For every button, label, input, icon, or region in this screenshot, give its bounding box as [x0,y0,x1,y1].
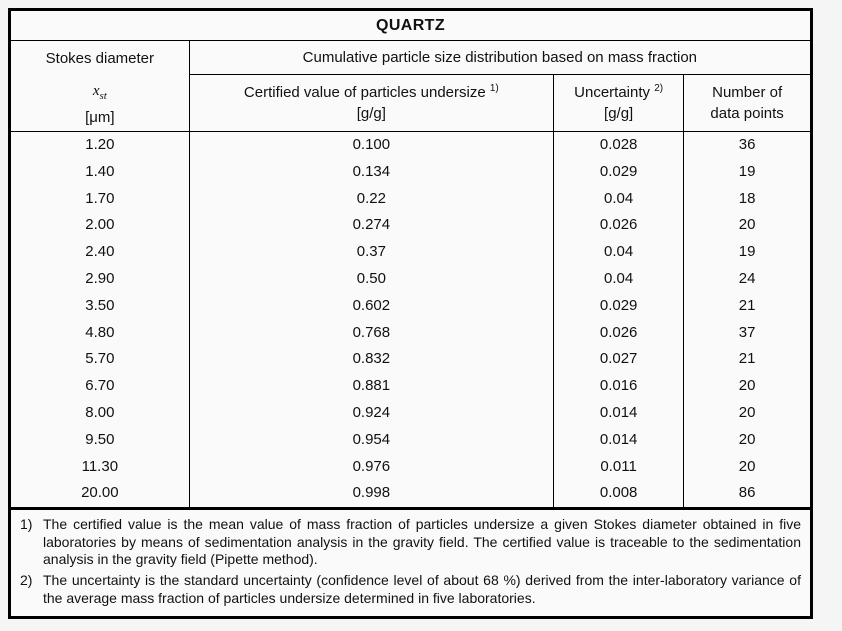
stokes-diameter-value: 4.80 [11,319,190,347]
stokes-diameter-value: 2.90 [11,265,190,293]
uncertainty-value: 0.011 [553,453,685,481]
stokes-diameter-value: 2.40 [11,239,190,266]
table-title: QUARTZ [11,11,810,41]
footnote-1: 1) The certified value is the mean value… [18,516,801,568]
table-row: 1.70 0.22 0.04 18 [11,185,810,213]
footnote-1-text: The certified value is the mean value of… [43,516,801,567]
uncertainty-value: 0.028 [553,131,685,159]
certified-value: 0.976 [188,453,555,481]
certified-value-header: Certified value of particles undersize 1… [189,74,555,132]
data-points-value: 24 [683,265,810,293]
data-points-value: 21 [683,292,810,320]
stokes-diameter-value: 11.30 [11,453,190,481]
table-row: 9.50 0.954 0.014 20 [11,426,810,454]
data-points-header: Number of data points [683,74,810,132]
stokes-diameter-label: Stokes diameter [45,50,155,67]
stokes-diameter-value: 6.70 [11,373,190,400]
certified-value: 0.50 [188,265,555,293]
group-header: Cumulative particle size distribution ba… [188,40,810,75]
data-points-value: 86 [683,480,810,508]
footnote-1-marker: 1) [20,516,33,533]
table-row: 20.00 0.998 0.008 86 [11,480,810,508]
table-row: 2.00 0.274 0.026 20 [11,212,810,240]
table-row: 8.00 0.924 0.014 20 [11,399,810,427]
certified-value: 0.954 [188,426,555,454]
stokes-diameter-value: 1.20 [11,131,190,159]
certified-value: 0.134 [188,158,555,186]
uncertainty-value: 0.04 [553,265,685,293]
uncertainty-value: 0.026 [553,212,685,240]
uncertainty-value: 0.008 [553,480,685,508]
table-row: 2.40 0.37 0.04 19 [11,239,810,266]
uncertainty-value: 0.029 [553,158,685,186]
stokes-diameter-header-cell: Stokes diameter xst [μm] [11,40,190,132]
stokes-diameter-value: 3.50 [11,292,190,320]
footnote-2-text: The uncertainty is the standard uncertai… [43,572,801,606]
stokes-diameter-value: 1.70 [11,185,190,213]
table-row: 1.40 0.134 0.029 19 [11,158,810,186]
footnote-2-marker: 2) [20,572,33,589]
table-row: 4.80 0.768 0.026 37 [11,319,810,347]
data-points-value: 20 [683,453,810,481]
quartz-certificate-table: QUARTZ Stokes diameter xst [μm] Cumulati… [8,8,813,620]
certified-value: 0.602 [188,292,555,320]
data-points-value: 36 [683,131,810,159]
certified-value: 0.37 [188,239,555,266]
footnote-2: 2) The uncertainty is the standard uncer… [18,572,801,607]
table-row: 1.20 0.100 0.028 36 [11,131,810,159]
certified-value: 0.998 [188,480,555,508]
certified-value: 0.924 [188,399,555,427]
uncertainty-value: 0.014 [553,426,685,454]
stokes-diameter-value: 8.00 [11,399,190,427]
stokes-diameter-value: 2.00 [11,212,190,240]
uncertainty-value: 0.026 [553,319,685,347]
certified-value-unit: [g/g] [356,105,386,122]
uncertainty-value: 0.027 [553,346,685,374]
certified-value: 0.22 [188,185,555,213]
stokes-diameter-value: 1.40 [11,158,190,186]
footnote-ref-1: 1) [489,83,499,94]
uncertainty-unit: [g/g] [604,105,634,122]
uncertainty-value: 0.016 [553,373,685,400]
stokes-diameter-value: 20.00 [11,480,190,508]
stokes-diameter-value: 9.50 [11,426,190,454]
certified-value: 0.768 [188,319,555,347]
data-points-value: 20 [683,373,810,400]
data-points-value: 20 [683,399,810,427]
certified-value: 0.100 [188,131,555,159]
data-table: QUARTZ Stokes diameter xst [μm] Cumulati… [11,11,810,508]
data-points-value: 19 [683,158,810,186]
data-points-value: 21 [683,346,810,374]
data-points-value: 20 [683,212,810,240]
stokes-symbol: xst [92,83,107,102]
footnote-ref-2: 2) [654,83,664,94]
data-points-value: 20 [683,426,810,454]
table-row: 11.30 0.976 0.011 20 [11,453,810,481]
certified-value: 0.832 [188,346,555,374]
certified-value: 0.274 [188,212,555,240]
data-points-value: 18 [683,185,810,213]
uncertainty-value: 0.04 [553,239,685,266]
stokes-diameter-value: 5.70 [11,346,190,374]
table-row: 2.90 0.50 0.04 24 [11,265,810,293]
table-row: 3.50 0.602 0.029 21 [11,292,810,320]
stokes-unit: [μm] [85,109,115,126]
uncertainty-value: 0.014 [553,399,685,427]
table-row: 5.70 0.832 0.027 21 [11,346,810,374]
uncertainty-header: Uncertainty 2) [g/g] [553,74,685,132]
table-row: 6.70 0.881 0.016 20 [11,373,810,400]
certified-value: 0.881 [188,373,555,400]
uncertainty-value: 0.04 [553,185,685,213]
data-points-value: 19 [683,239,810,266]
data-points-value: 37 [683,319,810,347]
uncertainty-value: 0.029 [553,292,685,320]
footnotes-section: 1) The certified value is the mean value… [11,507,810,617]
